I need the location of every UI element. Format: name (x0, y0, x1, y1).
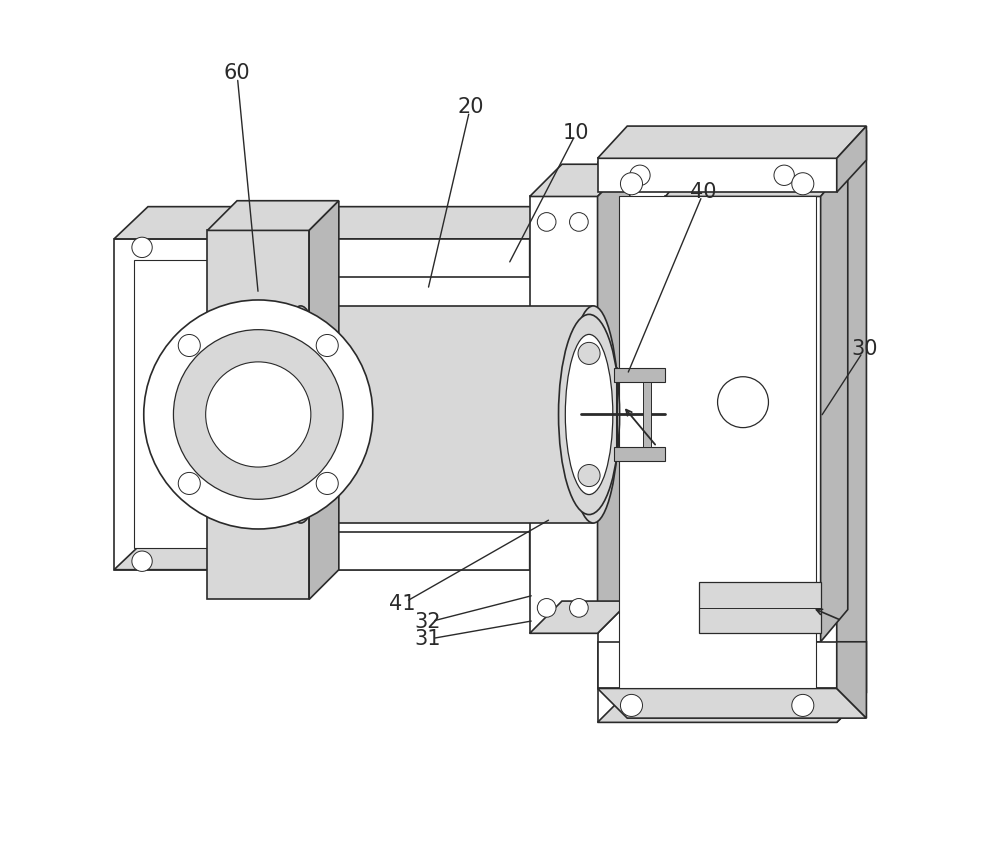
Circle shape (178, 334, 200, 357)
Circle shape (316, 334, 338, 357)
Text: 41: 41 (389, 594, 416, 614)
Polygon shape (267, 239, 530, 277)
Circle shape (570, 598, 588, 617)
Polygon shape (114, 207, 301, 239)
Polygon shape (619, 197, 816, 688)
Polygon shape (301, 306, 593, 523)
Ellipse shape (559, 314, 620, 515)
Polygon shape (821, 164, 848, 642)
Text: 20: 20 (457, 97, 484, 117)
Circle shape (620, 694, 643, 717)
Polygon shape (598, 130, 866, 163)
Circle shape (578, 465, 600, 487)
Circle shape (316, 472, 338, 494)
Polygon shape (837, 126, 866, 192)
Polygon shape (699, 582, 821, 633)
Circle shape (537, 598, 556, 617)
Polygon shape (614, 368, 665, 382)
Ellipse shape (283, 330, 318, 499)
Text: 30: 30 (851, 340, 878, 359)
Polygon shape (134, 260, 247, 549)
Polygon shape (530, 197, 598, 633)
Polygon shape (267, 538, 564, 569)
Polygon shape (643, 382, 651, 447)
Polygon shape (530, 164, 630, 197)
Polygon shape (598, 164, 630, 633)
Circle shape (774, 165, 794, 186)
Polygon shape (530, 601, 630, 633)
Ellipse shape (565, 334, 613, 494)
Circle shape (718, 377, 768, 427)
Text: 40: 40 (690, 182, 717, 203)
Polygon shape (837, 130, 866, 722)
Polygon shape (114, 239, 267, 569)
Polygon shape (598, 693, 866, 722)
Ellipse shape (277, 306, 324, 523)
Circle shape (537, 213, 556, 231)
Polygon shape (598, 126, 866, 158)
Circle shape (792, 694, 814, 717)
Polygon shape (598, 158, 837, 192)
Polygon shape (267, 207, 564, 239)
Circle shape (132, 551, 152, 571)
Circle shape (229, 551, 249, 571)
Circle shape (206, 362, 311, 467)
Polygon shape (207, 231, 309, 599)
Circle shape (178, 472, 200, 494)
Text: 60: 60 (224, 64, 250, 83)
Circle shape (792, 173, 814, 195)
Circle shape (144, 300, 373, 529)
Circle shape (173, 329, 343, 500)
Polygon shape (665, 197, 821, 642)
Polygon shape (530, 500, 564, 569)
Polygon shape (598, 642, 837, 688)
Text: 31: 31 (415, 629, 441, 649)
Circle shape (570, 213, 588, 231)
Polygon shape (530, 207, 564, 277)
Circle shape (620, 173, 643, 195)
Circle shape (132, 237, 152, 258)
Polygon shape (614, 447, 665, 461)
Polygon shape (267, 207, 301, 569)
Circle shape (229, 237, 249, 258)
Circle shape (630, 165, 650, 186)
Text: 32: 32 (415, 612, 441, 632)
Text: 10: 10 (563, 123, 590, 143)
Polygon shape (267, 532, 530, 569)
Polygon shape (309, 201, 339, 599)
Polygon shape (114, 538, 301, 569)
Ellipse shape (574, 328, 613, 501)
Polygon shape (207, 201, 339, 231)
Polygon shape (837, 642, 866, 718)
Polygon shape (598, 688, 866, 718)
Polygon shape (665, 164, 848, 197)
Circle shape (578, 342, 600, 364)
Ellipse shape (568, 306, 619, 523)
